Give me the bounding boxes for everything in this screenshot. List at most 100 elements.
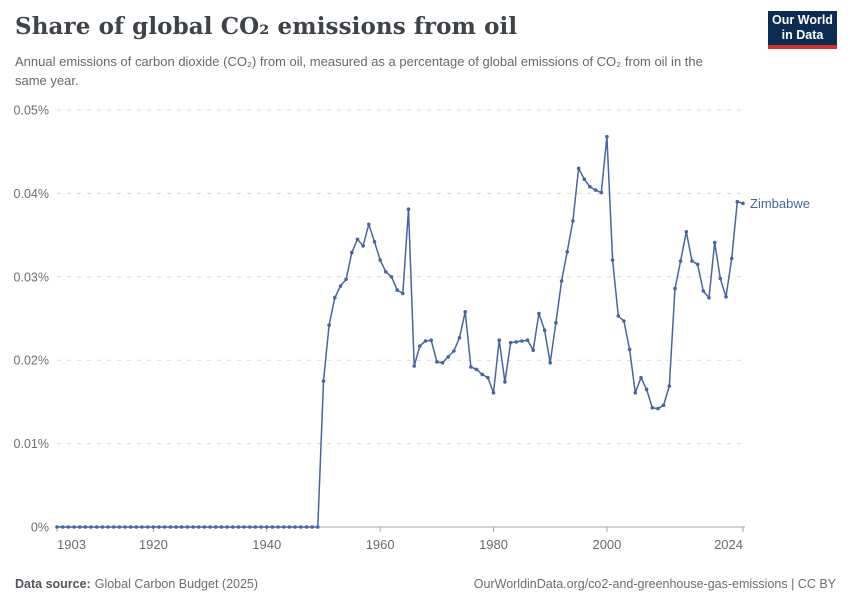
data-point[interactable] <box>60 525 65 529</box>
data-point[interactable] <box>384 270 388 274</box>
data-point[interactable] <box>429 338 434 343</box>
data-point[interactable] <box>327 323 331 328</box>
data-point[interactable] <box>168 525 173 529</box>
data-point[interactable] <box>55 525 59 529</box>
data-point[interactable] <box>321 379 326 383</box>
data-point[interactable] <box>367 222 371 227</box>
data-point[interactable] <box>701 289 706 293</box>
series-label-zimbabwe[interactable]: Zimbabwe <box>750 196 810 211</box>
data-point[interactable] <box>287 525 292 529</box>
data-point[interactable] <box>565 250 569 254</box>
data-point[interactable] <box>219 525 224 529</box>
data-point[interactable] <box>741 201 745 206</box>
data-point[interactable] <box>520 339 524 343</box>
data-point[interactable] <box>191 525 195 529</box>
data-point[interactable] <box>588 184 592 189</box>
data-point[interactable] <box>712 240 717 245</box>
data-point[interactable] <box>276 525 280 529</box>
data-point[interactable] <box>412 364 417 368</box>
data-point[interactable] <box>83 525 88 529</box>
data-point[interactable] <box>610 258 615 262</box>
data-point[interactable] <box>350 250 354 255</box>
data-point[interactable] <box>548 360 552 365</box>
data-point[interactable] <box>554 320 558 325</box>
data-point[interactable] <box>208 525 212 529</box>
data-point[interactable] <box>72 525 76 529</box>
data-point[interactable] <box>395 288 400 292</box>
data-point[interactable] <box>111 525 116 529</box>
data-point[interactable] <box>361 244 365 248</box>
data-point[interactable] <box>469 365 473 369</box>
data-point[interactable] <box>94 525 99 529</box>
data-point[interactable] <box>593 188 598 192</box>
data-point[interactable] <box>452 349 456 353</box>
data-point[interactable] <box>117 525 122 529</box>
data-point[interactable] <box>196 525 201 529</box>
data-point[interactable] <box>542 328 547 333</box>
data-point[interactable] <box>457 335 462 340</box>
data-point[interactable] <box>179 525 184 529</box>
data-point[interactable] <box>293 525 297 529</box>
data-point[interactable] <box>225 525 229 529</box>
data-point[interactable] <box>571 219 575 223</box>
data-point[interactable] <box>310 525 314 529</box>
data-point[interactable] <box>253 525 258 529</box>
data-point[interactable] <box>667 384 672 388</box>
data-point[interactable] <box>389 275 394 279</box>
data-point[interactable] <box>735 199 740 204</box>
data-point[interactable] <box>401 291 405 296</box>
data-point[interactable] <box>304 525 309 529</box>
data-point[interactable] <box>480 372 485 377</box>
data-point[interactable] <box>678 259 683 263</box>
data-point[interactable] <box>151 525 156 529</box>
data-point[interactable] <box>423 339 428 343</box>
data-point[interactable] <box>242 525 246 529</box>
data-point[interactable] <box>299 525 303 529</box>
data-point[interactable] <box>344 277 348 282</box>
data-point[interactable] <box>559 279 564 283</box>
data-point[interactable] <box>372 240 377 244</box>
data-point[interactable] <box>605 134 609 139</box>
data-point[interactable] <box>355 237 360 242</box>
data-point[interactable] <box>418 344 422 348</box>
data-point[interactable] <box>707 295 711 300</box>
data-line-zimbabwe[interactable] <box>56 135 744 528</box>
data-point[interactable] <box>446 355 451 359</box>
data-point[interactable] <box>644 387 649 392</box>
data-point[interactable] <box>724 295 728 299</box>
data-point[interactable] <box>66 525 71 529</box>
data-point[interactable] <box>140 525 144 529</box>
data-point[interactable] <box>582 177 587 181</box>
data-point[interactable] <box>514 340 518 344</box>
data-point[interactable] <box>531 348 535 353</box>
data-point[interactable] <box>463 310 468 314</box>
data-point[interactable] <box>162 525 167 529</box>
data-point[interactable] <box>316 525 320 529</box>
data-point[interactable] <box>616 314 621 318</box>
data-point[interactable] <box>486 375 490 380</box>
data-point[interactable] <box>145 525 150 529</box>
data-point[interactable] <box>729 256 734 261</box>
data-point[interactable] <box>537 311 541 316</box>
data-point[interactable] <box>633 390 638 395</box>
data-point[interactable] <box>650 405 655 410</box>
data-point[interactable] <box>106 525 110 529</box>
data-point[interactable] <box>639 375 643 380</box>
data-point[interactable] <box>282 525 286 529</box>
data-point[interactable] <box>213 525 218 529</box>
data-point[interactable] <box>134 525 139 529</box>
data-point[interactable] <box>100 525 105 529</box>
data-point[interactable] <box>622 319 626 323</box>
data-point[interactable] <box>503 380 507 384</box>
data-point[interactable] <box>576 166 581 171</box>
data-point[interactable] <box>185 525 190 529</box>
data-point[interactable] <box>123 525 127 529</box>
data-point[interactable] <box>656 406 660 411</box>
data-point[interactable] <box>673 286 677 291</box>
data-point[interactable] <box>497 338 502 343</box>
data-point[interactable] <box>690 259 694 263</box>
data-point[interactable] <box>248 525 252 529</box>
data-point[interactable] <box>338 284 343 288</box>
